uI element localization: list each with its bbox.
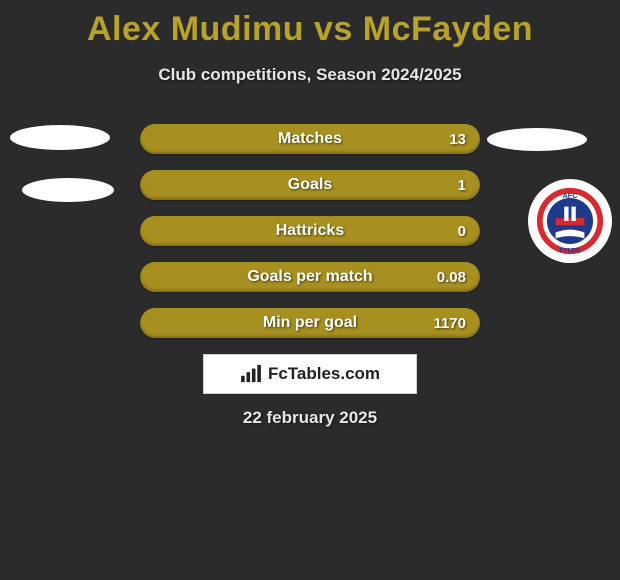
club-logo: AFC FYLDE <box>528 179 612 263</box>
stat-bar-goals: Goals 1 <box>140 170 480 200</box>
stat-label: Goals <box>140 170 480 200</box>
svg-text:FYLDE: FYLDE <box>559 248 581 255</box>
source-brand: FcTables.com <box>268 364 380 384</box>
stat-bars: Matches 13 Goals 1 Hattricks 0 Goals per… <box>140 124 480 354</box>
stat-bar-matches: Matches 13 <box>140 124 480 154</box>
stat-label: Hattricks <box>140 216 480 246</box>
player2-name: McFayden <box>363 10 533 48</box>
stat-value: 13 <box>449 124 466 154</box>
stat-label: Matches <box>140 124 480 154</box>
stat-bar-min-per-goal: Min per goal 1170 <box>140 308 480 338</box>
left-player-badge-placeholder-bottom <box>22 178 114 202</box>
vs-separator: vs <box>314 10 353 48</box>
source-attribution: FcTables.com <box>203 354 417 394</box>
left-player-badge-placeholder-top <box>10 125 110 150</box>
player1-name: Alex Mudimu <box>87 10 304 48</box>
club-crest-icon: AFC FYLDE <box>534 185 606 257</box>
bar-chart-icon <box>240 365 262 383</box>
comparison-title: Alex Mudimu vs McFayden <box>0 0 620 49</box>
subtitle: Club competitions, Season 2024/2025 <box>0 65 620 85</box>
stat-value: 0.08 <box>437 262 466 292</box>
svg-text:AFC: AFC <box>563 191 578 200</box>
stat-value: 0 <box>458 216 466 246</box>
stat-bar-goals-per-match: Goals per match 0.08 <box>140 262 480 292</box>
stat-label: Min per goal <box>140 308 480 338</box>
stat-label: Goals per match <box>140 262 480 292</box>
stat-value: 1 <box>458 170 466 200</box>
stat-value: 1170 <box>433 308 466 338</box>
snapshot-date: 22 february 2025 <box>0 408 620 428</box>
stat-bar-hattricks: Hattricks 0 <box>140 216 480 246</box>
right-player-badge-placeholder-top <box>487 128 587 151</box>
